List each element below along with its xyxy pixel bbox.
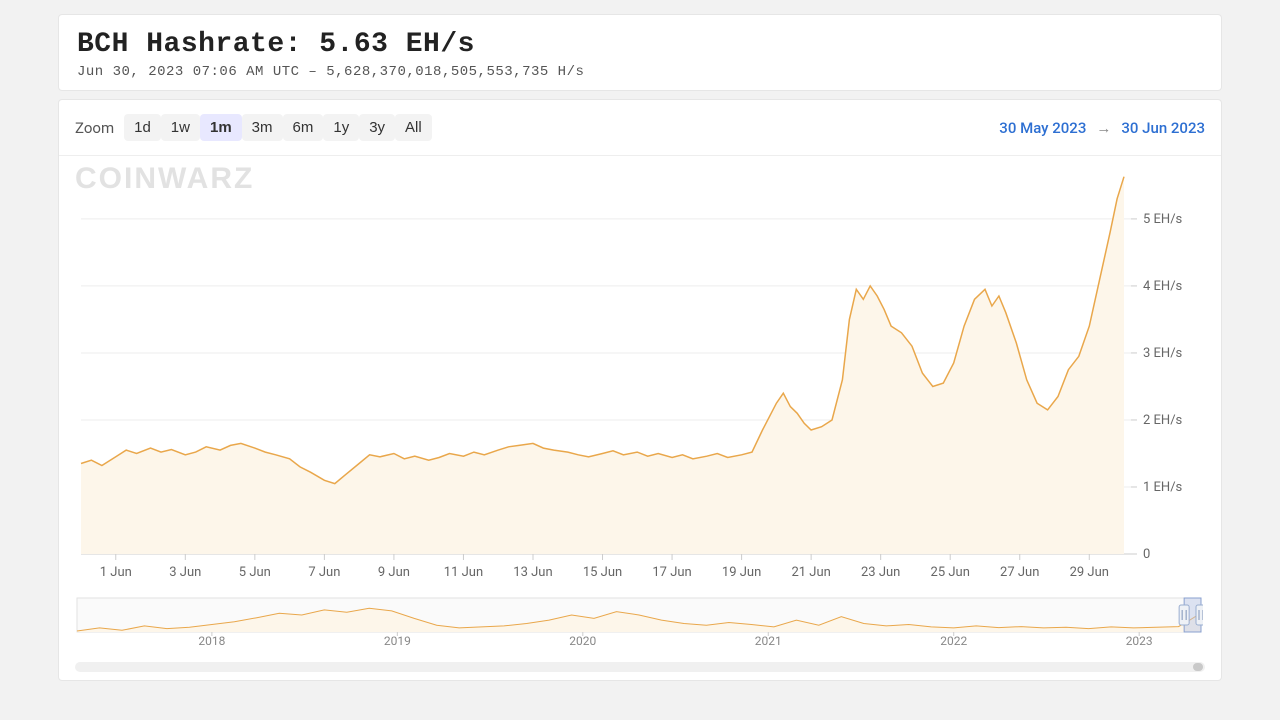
zoom-1w-button[interactable]: 1w — [161, 114, 200, 141]
svg-text:23 Jun: 23 Jun — [861, 565, 900, 580]
svg-text:2021: 2021 — [755, 634, 782, 646]
zoom-1y-button[interactable]: 1y — [323, 114, 359, 141]
svg-text:25 Jun: 25 Jun — [931, 565, 970, 580]
navigator-handle[interactable] — [1179, 605, 1189, 625]
main-chart-svg[interactable]: 0 1 EH/s 2 EH/s 3 EH/s 4 EH/s 5 EH/s 1 Jun 3 Ju… — [75, 164, 1203, 596]
navigator-svg[interactable]: 2018 2019 2020 2021 2022 2023 — [75, 596, 1203, 646]
watermark-text: COINWARZ — [75, 162, 254, 196]
svg-text:9 Jun: 9 Jun — [378, 565, 410, 580]
svg-text:1 Jun: 1 Jun — [100, 565, 132, 580]
zoom-3y-button[interactable]: 3y — [359, 114, 395, 141]
navigator-scrollbar[interactable] — [75, 662, 1205, 672]
navigator-chart[interactable]: 2018 2019 2020 2021 2022 2023 — [59, 596, 1221, 660]
svg-text:7 Jun: 7 Jun — [308, 565, 340, 580]
svg-text:21 Jun: 21 Jun — [791, 565, 830, 580]
svg-text:3 Jun: 3 Jun — [169, 565, 201, 580]
zoom-6m-button[interactable]: 6m — [283, 114, 324, 141]
page-title: BCH Hashrate: 5.63 EH/s — [77, 29, 1203, 60]
svg-text:2 EH/s: 2 EH/s — [1143, 413, 1183, 428]
date-from-input[interactable]: 30 May 2023 — [999, 119, 1086, 137]
svg-text:15 Jun: 15 Jun — [583, 565, 622, 580]
svg-text:17 Jun: 17 Jun — [652, 565, 691, 580]
svg-text:27 Jun: 27 Jun — [1000, 565, 1039, 580]
zoom-1m-button[interactable]: 1m — [200, 114, 242, 141]
navigator-scrollbar-thumb[interactable] — [1193, 663, 1203, 671]
zoom-1d-button[interactable]: 1d — [124, 114, 161, 141]
svg-text:5 Jun: 5 Jun — [239, 565, 271, 580]
zoom-3m-button[interactable]: 3m — [242, 114, 283, 141]
svg-text:5 EH/s: 5 EH/s — [1143, 212, 1183, 227]
page-subtitle: Jun 30, 2023 07:06 AM UTC – 5,628,370,01… — [77, 64, 1203, 80]
chart-card: Zoom 1d1w1m3m6m1y3yAll 30 May 2023 → 30 … — [58, 99, 1222, 681]
date-to-input[interactable]: 30 Jun 2023 — [1121, 119, 1205, 137]
svg-text:19 Jun: 19 Jun — [722, 565, 761, 580]
svg-text:4 EH/s: 4 EH/s — [1143, 279, 1183, 294]
zoom-all-button[interactable]: All — [395, 114, 432, 141]
main-chart[interactable]: COINWARZ 0 1 EH/s 2 EH/s 3 EH/s 4 EH/s 5 EH/s… — [59, 156, 1221, 596]
date-range: 30 May 2023 → 30 Jun 2023 — [999, 119, 1205, 137]
zoom-label: Zoom — [75, 119, 114, 137]
svg-text:13 Jun: 13 Jun — [513, 565, 552, 580]
svg-text:11 Jun: 11 Jun — [444, 565, 483, 580]
chart-toolbar: Zoom 1d1w1m3m6m1y3yAll 30 May 2023 → 30 … — [59, 100, 1221, 156]
svg-text:2020: 2020 — [569, 634, 596, 646]
zoom-controls: Zoom 1d1w1m3m6m1y3yAll — [75, 114, 432, 141]
svg-text:2023: 2023 — [1126, 634, 1153, 646]
svg-text:2018: 2018 — [198, 634, 225, 646]
svg-text:3 EH/s: 3 EH/s — [1143, 346, 1183, 361]
svg-text:2022: 2022 — [940, 634, 967, 646]
svg-text:0: 0 — [1143, 547, 1150, 562]
svg-text:1 EH/s: 1 EH/s — [1143, 480, 1183, 495]
svg-text:29 Jun: 29 Jun — [1070, 565, 1109, 580]
arrow-right-icon: → — [1096, 119, 1111, 137]
svg-text:2019: 2019 — [384, 634, 411, 646]
header-card: BCH Hashrate: 5.63 EH/s Jun 30, 2023 07:… — [58, 14, 1222, 91]
